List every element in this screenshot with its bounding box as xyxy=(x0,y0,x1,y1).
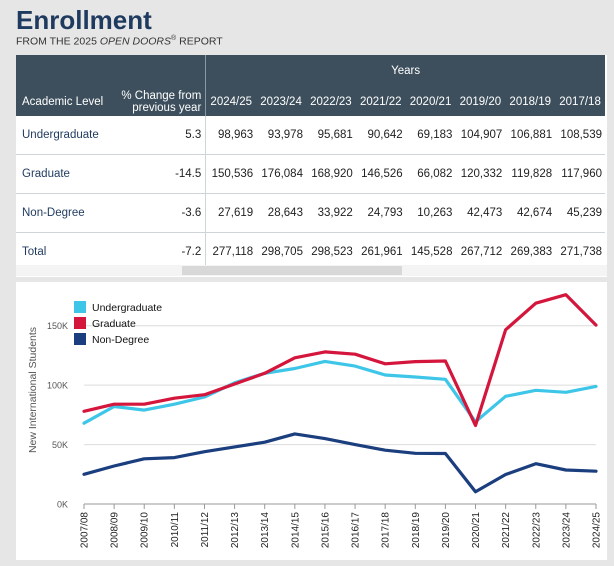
legend-swatch xyxy=(74,333,86,345)
series-line-graduate xyxy=(82,293,598,428)
scrollbar-thumb[interactable] xyxy=(182,266,402,275)
series-line-non-degree xyxy=(82,432,598,494)
legend-label: Non-Degree xyxy=(92,334,149,346)
y-tick-label: 50K xyxy=(52,440,68,450)
years-header: Years xyxy=(205,55,605,87)
page-title: Enrollment xyxy=(16,5,152,35)
y-tick-label: 0K xyxy=(57,500,68,510)
y-tick-label: 100K xyxy=(47,381,68,391)
x-tick-label: 2023/24 xyxy=(561,512,572,549)
legend-label: Graduate xyxy=(92,318,136,330)
enrollment-value: 106,881 xyxy=(505,116,556,155)
page-subtitle: FROM THE 2025 OPEN DOORS® REPORT xyxy=(16,35,223,48)
y-axis-title: New International Students xyxy=(27,327,39,453)
subtitle-suffix: REPORT xyxy=(176,35,223,48)
series-line-undergraduate xyxy=(82,359,598,425)
enrollment-value: 104,907 xyxy=(455,116,506,155)
enrollment-value: 150,536 xyxy=(205,154,257,194)
percent-change-value: -14.5 xyxy=(112,154,207,194)
legend-swatch xyxy=(74,317,86,329)
table-row-graduate: Graduate -14.5 150,536 176,084 168,920 1… xyxy=(16,154,605,194)
x-tick-label: 2019/20 xyxy=(441,512,452,549)
enrollment-value: 168,920 xyxy=(305,154,356,194)
column-header-year: 2023/24 xyxy=(256,87,306,116)
x-tick-label: 2008/09 xyxy=(110,512,121,549)
column-header-academic-level: Academic Level xyxy=(16,87,113,116)
enrollment-value: 117,960 xyxy=(555,154,605,194)
column-header-year: 2022/23 xyxy=(305,87,356,116)
y-tick-label: 150K xyxy=(47,321,68,331)
x-tick-label: 2009/10 xyxy=(140,512,151,549)
x-tick-label: 2010/11 xyxy=(170,512,181,548)
enrollment-chart-container: 0K 50K 100K 150K 2007/08 2008/09 2009/10 2010/1… xyxy=(16,282,607,560)
enrollment-line-chart: 0K 50K 100K 150K 2007/08 2008/09 2009/10 2010/1… xyxy=(27,293,603,549)
table-horizontal-scrollbar[interactable] xyxy=(16,265,607,276)
legend-label: Undergraduate xyxy=(92,302,162,314)
x-tick-label: 2012/13 xyxy=(230,512,241,549)
percent-change-value: 5.3 xyxy=(112,116,207,155)
column-header-year: 2024/25 xyxy=(205,87,257,116)
enrollment-value: 98,963 xyxy=(205,116,257,155)
table-row-undergraduate: Undergraduate 5.3 98,963 93,978 95,681 9… xyxy=(16,116,605,155)
enrollment-value: 90,642 xyxy=(355,116,406,155)
row-label: Non-Degree xyxy=(16,193,113,233)
enrollment-value: 28,643 xyxy=(256,193,306,233)
enrollment-value: 42,473 xyxy=(455,193,506,233)
x-tick-label: 2007/08 xyxy=(80,512,91,549)
column-header-year: 2017/18 xyxy=(555,87,605,116)
table-row-non-degree: Non-Degree -3.6 27,619 28,643 33,922 24,… xyxy=(16,193,605,233)
table-header-columns-row: Academic Level % Change from previous yea… xyxy=(16,87,605,116)
x-tick-label: 2011/12 xyxy=(200,512,211,548)
percent-change-line-1: % Change from xyxy=(121,89,202,102)
enrollment-value: 146,526 xyxy=(355,154,406,194)
x-tick-label: 2015/16 xyxy=(320,512,331,549)
subtitle-report-name: OPEN DOORS xyxy=(99,35,172,48)
x-tick-label: 2024/25 xyxy=(592,512,603,549)
enrollment-value: 66,082 xyxy=(405,154,456,194)
x-tick-label: 2017/18 xyxy=(381,512,392,549)
column-header-year: 2018/19 xyxy=(505,87,556,116)
enrollment-value: 93,978 xyxy=(256,116,306,155)
table-header-top-row: Years xyxy=(16,55,605,87)
percent-change-line-2: previous year xyxy=(132,101,202,114)
row-label: Graduate xyxy=(16,154,113,194)
x-tick-label: 2020/21 xyxy=(471,512,482,549)
enrollment-value: 24,793 xyxy=(355,193,406,233)
enrollment-value: 10,263 xyxy=(405,193,456,233)
enrollment-value: 42,674 xyxy=(505,193,556,233)
enrollment-value: 33,922 xyxy=(305,193,356,233)
x-tick-label: 2021/22 xyxy=(501,512,512,549)
column-header-percent-change: % Change from previous year xyxy=(112,87,206,116)
enrollment-value: 45,239 xyxy=(555,193,605,233)
legend-swatch xyxy=(74,301,86,313)
enrollment-value: 27,619 xyxy=(205,193,257,233)
header-blank-cell xyxy=(16,55,206,87)
subtitle-registered-mark: ® xyxy=(171,35,177,42)
enrollment-table-container: Years Academic Level % Change from previo… xyxy=(16,55,607,277)
x-tick-label: 2014/15 xyxy=(290,512,301,549)
enrollment-value: 176,084 xyxy=(256,154,306,194)
row-label: Undergraduate xyxy=(16,116,113,155)
enrollment-value: 120,332 xyxy=(455,154,506,194)
enrollment-value: 95,681 xyxy=(305,116,356,155)
enrollment-value: 69,183 xyxy=(405,116,456,155)
enrollment-value: 119,828 xyxy=(505,154,556,194)
column-header-year: 2020/21 xyxy=(405,87,456,116)
percent-change-value: -3.6 xyxy=(112,193,207,233)
x-tick-label: 2013/14 xyxy=(260,512,271,549)
enrollment-value: 108,539 xyxy=(555,116,605,155)
x-tick-label: 2022/23 xyxy=(531,512,542,549)
subtitle-prefix: FROM THE 2025 xyxy=(16,35,100,48)
column-header-year: 2019/20 xyxy=(455,87,506,116)
x-tick-label: 2016/17 xyxy=(351,512,362,549)
page-header: Enrollment FROM THE 2025 OPEN DOORS® REP… xyxy=(16,6,223,48)
x-tick-label: 2018/19 xyxy=(411,512,422,549)
column-header-year: 2021/22 xyxy=(355,87,406,116)
enrollment-table: Years Academic Level % Change from previo… xyxy=(16,55,605,272)
